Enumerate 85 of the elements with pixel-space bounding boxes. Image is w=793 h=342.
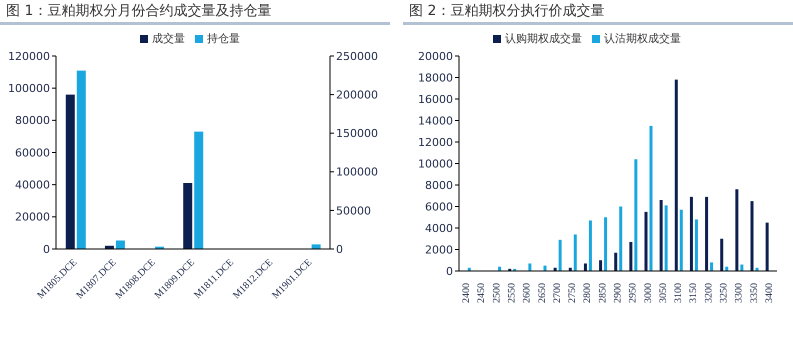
- y-tick-label: 80000: [15, 114, 50, 128]
- bar: [599, 260, 602, 271]
- y-tick-label: 40000: [15, 178, 50, 192]
- bar: [588, 220, 592, 271]
- bar: [66, 94, 75, 249]
- x-tick-label: 3050: [658, 283, 669, 303]
- x-tick-label: 3250: [718, 283, 730, 303]
- legend-label: 认沽期权成交量: [604, 32, 681, 45]
- x-tick-label: 2650: [536, 283, 548, 303]
- bar: [725, 266, 728, 271]
- y2-tick-label: 0: [336, 242, 343, 256]
- y2-tick-label: 200000: [336, 88, 378, 102]
- bar: [76, 70, 86, 249]
- x-tick-label: 2950: [628, 283, 639, 303]
- bar: [660, 200, 663, 271]
- x-tick-label: 3300: [734, 283, 745, 303]
- y2-tick-label: 250000: [336, 50, 378, 63]
- bar: [644, 212, 648, 271]
- bar: [674, 80, 678, 271]
- x-tick-label: 2750: [567, 283, 578, 303]
- bar: [619, 206, 622, 271]
- bar: [558, 240, 562, 271]
- y-tick-label: 100000: [8, 82, 50, 96]
- bar: [664, 205, 668, 271]
- y2-tick-label: 50000: [336, 204, 371, 218]
- y-tick-label: 60000: [15, 146, 50, 160]
- y-tick-label: 4000: [425, 222, 453, 235]
- bar: [116, 240, 125, 249]
- x-tick-label: 3400: [764, 283, 775, 303]
- bar: [720, 238, 724, 271]
- bar: [766, 222, 769, 271]
- x-tick-label: 3100: [673, 283, 684, 303]
- bar: [194, 132, 204, 249]
- bar: [750, 201, 754, 271]
- chart-title: 图 2：豆粕期权分执行价成交量: [403, 0, 793, 25]
- bar: [183, 183, 192, 249]
- bar: [629, 242, 632, 271]
- x-tick-label: 2400: [461, 283, 472, 303]
- bar: [584, 263, 587, 271]
- x-tick-label: 2900: [612, 283, 624, 303]
- y-tick-label: 2000: [425, 243, 453, 256]
- x-tick-label: 2700: [552, 283, 563, 303]
- y-tick-label: 8000: [425, 178, 453, 192]
- bar: [690, 196, 693, 271]
- x-tick-label: 2600: [522, 283, 533, 303]
- bar: [710, 262, 714, 271]
- bar: [574, 234, 577, 271]
- bar: [680, 210, 683, 271]
- bar: [544, 266, 546, 271]
- y-tick-label: 0: [43, 242, 50, 256]
- y-tick-label: 20000: [418, 50, 453, 63]
- bar: [528, 263, 532, 271]
- y-tick-label: 18000: [418, 71, 453, 84]
- y-tick-label: 14000: [418, 114, 453, 128]
- x-tick-label: 3350: [748, 283, 760, 303]
- x-tick-label: 2850: [597, 283, 608, 303]
- bar: [705, 196, 708, 271]
- bar: [604, 217, 608, 271]
- y-tick-label: 10000: [418, 157, 453, 170]
- bar: [694, 219, 698, 271]
- chart-title: 图 1：豆粕期权分月份合约成交量及持仓量: [0, 0, 390, 25]
- x-tick-label: 2800: [582, 283, 594, 303]
- y-tick-label: 16000: [418, 92, 453, 106]
- bar: [634, 159, 638, 271]
- legend-label: 成交量: [152, 32, 185, 45]
- bar: [735, 189, 738, 271]
- y-tick-label: 6000: [425, 200, 453, 214]
- x-tick-label: 3200: [703, 283, 714, 303]
- y2-tick-label: 150000: [336, 127, 378, 140]
- y2-tick-label: 100000: [336, 166, 378, 179]
- bar: [650, 126, 652, 271]
- y-tick-label: 0: [446, 264, 453, 278]
- bar: [614, 252, 618, 271]
- x-tick-label: 2450: [476, 283, 488, 303]
- bar: [498, 266, 502, 271]
- x-tick-label: 2550: [506, 283, 518, 303]
- legend-label: 认购期权成交量: [505, 32, 582, 45]
- legend-label: 持仓量: [207, 32, 240, 45]
- x-tick-label: 2500: [491, 283, 502, 303]
- bar: [740, 264, 744, 271]
- x-tick-label: 3150: [688, 283, 700, 303]
- x-tick-label: 3000: [642, 283, 654, 303]
- y-tick-label: 12000: [418, 136, 453, 149]
- y-tick-label: 120000: [8, 50, 50, 63]
- y-tick-label: 20000: [15, 210, 50, 224]
